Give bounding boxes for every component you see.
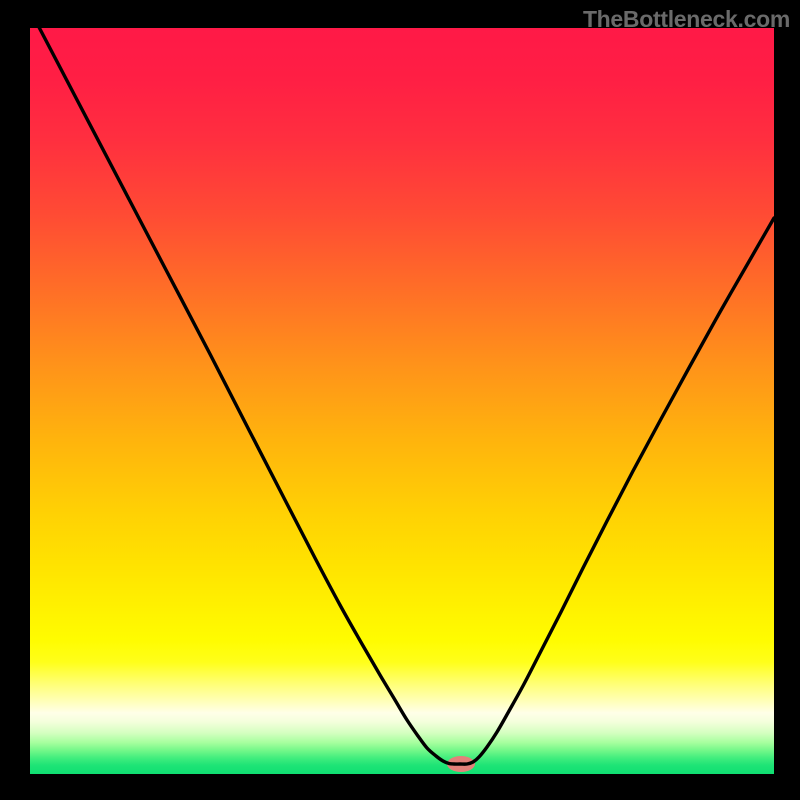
plot-background bbox=[30, 28, 774, 774]
chart-canvas: TheBottleneck.com bbox=[0, 0, 800, 800]
watermark-text: TheBottleneck.com bbox=[583, 6, 790, 33]
bottleneck-chart bbox=[0, 0, 800, 800]
